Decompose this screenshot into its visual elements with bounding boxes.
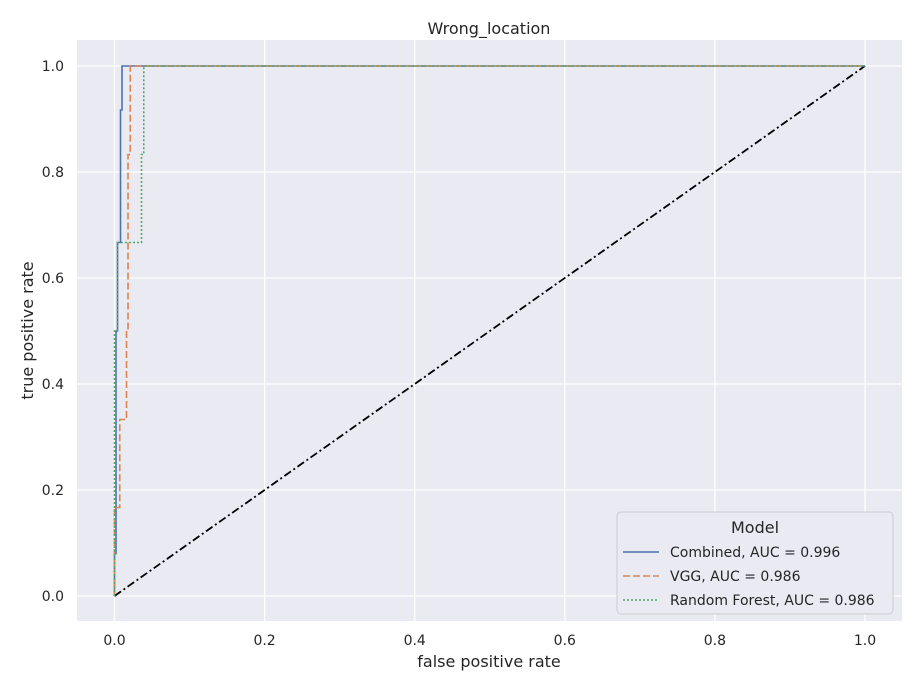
y-tick-label: 0.8 bbox=[42, 165, 64, 181]
legend-label: VGG, AUC = 0.986 bbox=[670, 569, 801, 585]
x-axis-label: false positive rate bbox=[417, 652, 561, 671]
x-tick-label: 0.2 bbox=[253, 633, 275, 649]
x-tick-label: 0.6 bbox=[554, 633, 576, 649]
y-axis-label: true positive rate bbox=[18, 261, 37, 399]
y-tick-label: 0.2 bbox=[42, 483, 64, 499]
chart-title: Wrong_location bbox=[428, 19, 551, 39]
y-tick-label: 0.4 bbox=[42, 377, 64, 393]
legend: Model Combined, AUC = 0.996 VGG, AUC = 0.… bbox=[616, 511, 894, 615]
chance-diagonal-line bbox=[113, 65, 866, 597]
y-tick-label: 0.0 bbox=[42, 589, 64, 605]
legend-box bbox=[616, 511, 894, 615]
legend-label: Combined, AUC = 0.996 bbox=[670, 545, 840, 561]
legend-items: Combined, AUC = 0.996 VGG, AUC = 0.986 Ran… bbox=[623, 545, 875, 609]
legend-label: Random Forest, AUC = 0.986 bbox=[670, 593, 875, 609]
y-tick-label: 0.6 bbox=[42, 271, 64, 287]
x-tick-labels: 0.0 0.2 0.4 0.6 0.8 1.0 bbox=[103, 633, 876, 649]
x-tick-label: 0.0 bbox=[103, 633, 125, 649]
y-tick-labels: 0.0 0.2 0.4 0.6 0.8 1.0 bbox=[42, 59, 64, 605]
roc-curve-2 bbox=[113, 65, 865, 596]
x-tick-label: 0.4 bbox=[404, 633, 426, 649]
legend-title: Model bbox=[731, 518, 779, 537]
grid-lines bbox=[77, 40, 902, 621]
x-tick-label: 0.8 bbox=[704, 633, 726, 649]
series-layer bbox=[113, 65, 866, 597]
y-tick-label: 1.0 bbox=[42, 59, 64, 75]
roc-curve-1 bbox=[113, 65, 865, 596]
x-tick-label: 1.0 bbox=[854, 633, 876, 649]
